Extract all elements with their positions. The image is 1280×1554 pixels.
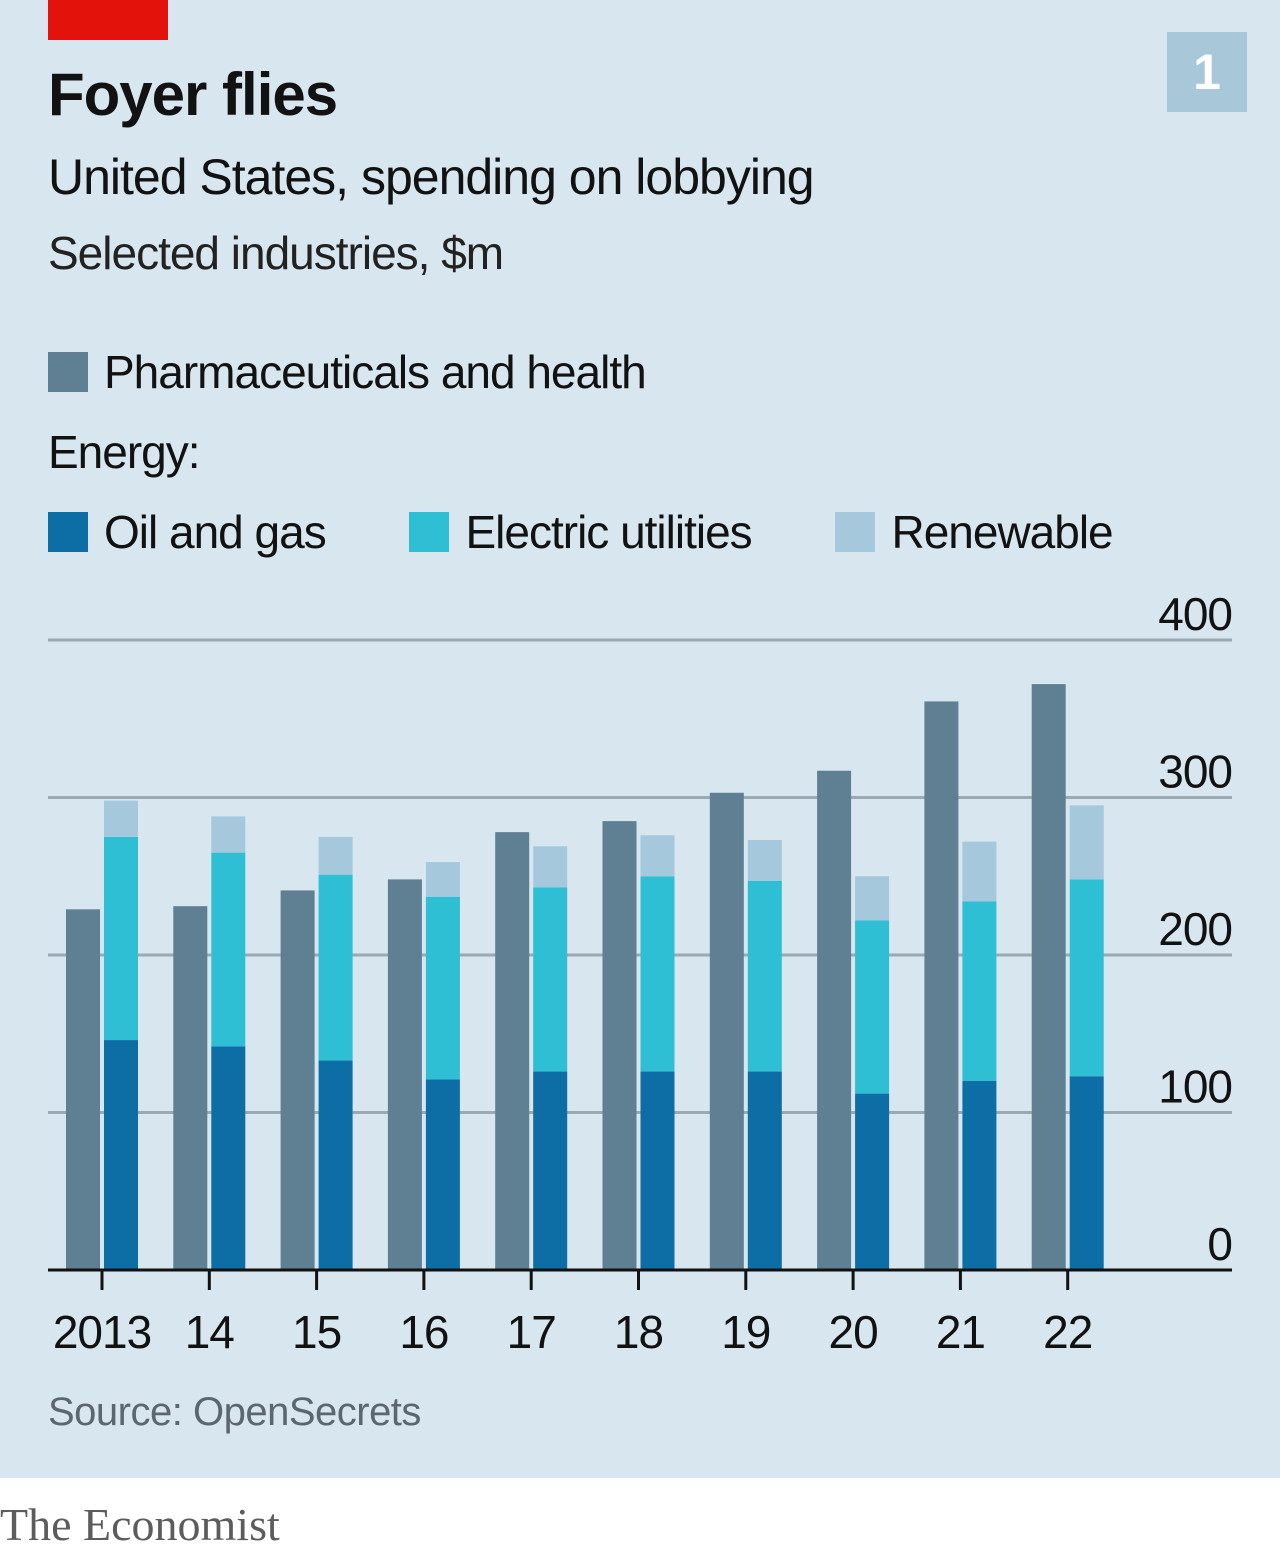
bar-oil [533, 1071, 568, 1270]
bar-electric [533, 887, 568, 1072]
x-tick-label: 20 [829, 1306, 878, 1358]
chart-title: Foyer flies [48, 61, 338, 128]
bar-electric [425, 896, 460, 1080]
bar-pharma [817, 770, 852, 1270]
bars [66, 684, 1104, 1270]
bar-renewable [640, 835, 675, 877]
y-tick-label: 200 [1158, 903, 1232, 955]
legend-label-renewable: Renewable [891, 506, 1113, 558]
legend-energy: Oil and gas Electric utilities Renewable [48, 505, 1185, 559]
legend-group-energy: Energy: [48, 426, 201, 478]
bar-electric [318, 874, 353, 1061]
x-tick-label: 22 [1043, 1306, 1092, 1358]
bar-pharma [495, 832, 530, 1270]
x-tick-label: 17 [507, 1306, 556, 1358]
chart-units: Selected industries, $m [48, 227, 504, 279]
brand-logo-text: The Economist [0, 1499, 280, 1550]
legend-item-oil: Oil and gas [48, 506, 327, 558]
chart-panel: 1 Foyer flies United States, spending on… [0, 0, 1280, 1478]
bar-oil [747, 1071, 782, 1270]
bar-pharma [173, 906, 208, 1270]
bar-renewable [104, 800, 138, 837]
bar-pharma [66, 909, 100, 1270]
source-note: Source: OpenSecrets [48, 1390, 421, 1434]
bar-oil [855, 1093, 890, 1270]
bar-electric [211, 852, 246, 1047]
axes: 0 100 200 300 400 2013 14 15 16 17 18 19 20 21 22 [48, 588, 1233, 1358]
chart-subtitle: United States, spending on lobbying [48, 149, 815, 205]
legend-item-electric: Electric utilities [409, 506, 753, 558]
legend-swatch-electric [409, 512, 450, 552]
bar-oil [318, 1060, 353, 1270]
bar-electric [747, 880, 782, 1072]
x-tick-label: 16 [399, 1306, 448, 1358]
legend-label-electric: Electric utilities [465, 506, 752, 558]
x-tick-label: 21 [936, 1306, 985, 1358]
bar-oil [962, 1081, 997, 1270]
bar-oil [211, 1046, 246, 1270]
bar-pharma [924, 701, 959, 1270]
bar-pharma [1031, 684, 1066, 1270]
bar-renewable [425, 862, 460, 897]
bar-electric [962, 901, 997, 1081]
x-tick-label: 19 [721, 1306, 770, 1358]
bar-pharma [602, 821, 637, 1270]
bar-oil [640, 1071, 675, 1270]
bar-electric [640, 876, 675, 1072]
bar-oil [425, 1079, 460, 1270]
chart-number-badge: 1 [1167, 32, 1247, 112]
x-tick-label: 14 [185, 1306, 235, 1358]
legend-pharma: Pharmaceuticals and health [48, 345, 647, 399]
bar-renewable [962, 841, 997, 902]
brand-red-tag [48, 0, 168, 40]
x-tick-label: 2013 [53, 1306, 151, 1358]
bar-renewable [747, 840, 782, 881]
bar-electric [855, 920, 890, 1094]
y-tick-label: 300 [1158, 746, 1232, 798]
legend-label-oil: Oil and gas [104, 506, 327, 558]
bar-oil [104, 1040, 138, 1270]
bar-oil [1069, 1076, 1104, 1270]
legend-swatch-pharma [48, 352, 88, 392]
bar-renewable [318, 836, 353, 875]
bar-pharma [709, 792, 744, 1270]
x-tick-label: 15 [292, 1306, 341, 1358]
bar-renewable [533, 846, 568, 888]
legend-label-pharma: Pharmaceuticals and health [104, 346, 647, 398]
y-tick-label: 400 [1158, 588, 1232, 640]
legend-swatch-renewable [835, 512, 876, 552]
bar-electric [1069, 879, 1104, 1077]
legend-swatch-oil [48, 512, 88, 552]
y-tick-label: 0 [1207, 1218, 1232, 1270]
x-tick-label: 18 [614, 1306, 663, 1358]
bar-electric [104, 836, 138, 1041]
bar-renewable [1069, 805, 1104, 880]
bar-renewable [855, 876, 890, 921]
bar-renewable [211, 816, 246, 853]
legend-item-renewable: Renewable [835, 506, 1114, 558]
bar-chart: 0 100 200 300 400 2013 14 15 16 17 18 19 20 21 22 [48, 588, 1233, 1358]
bar-pharma [387, 879, 422, 1270]
bar-pharma [280, 890, 315, 1270]
y-tick-label: 100 [1158, 1061, 1232, 1113]
